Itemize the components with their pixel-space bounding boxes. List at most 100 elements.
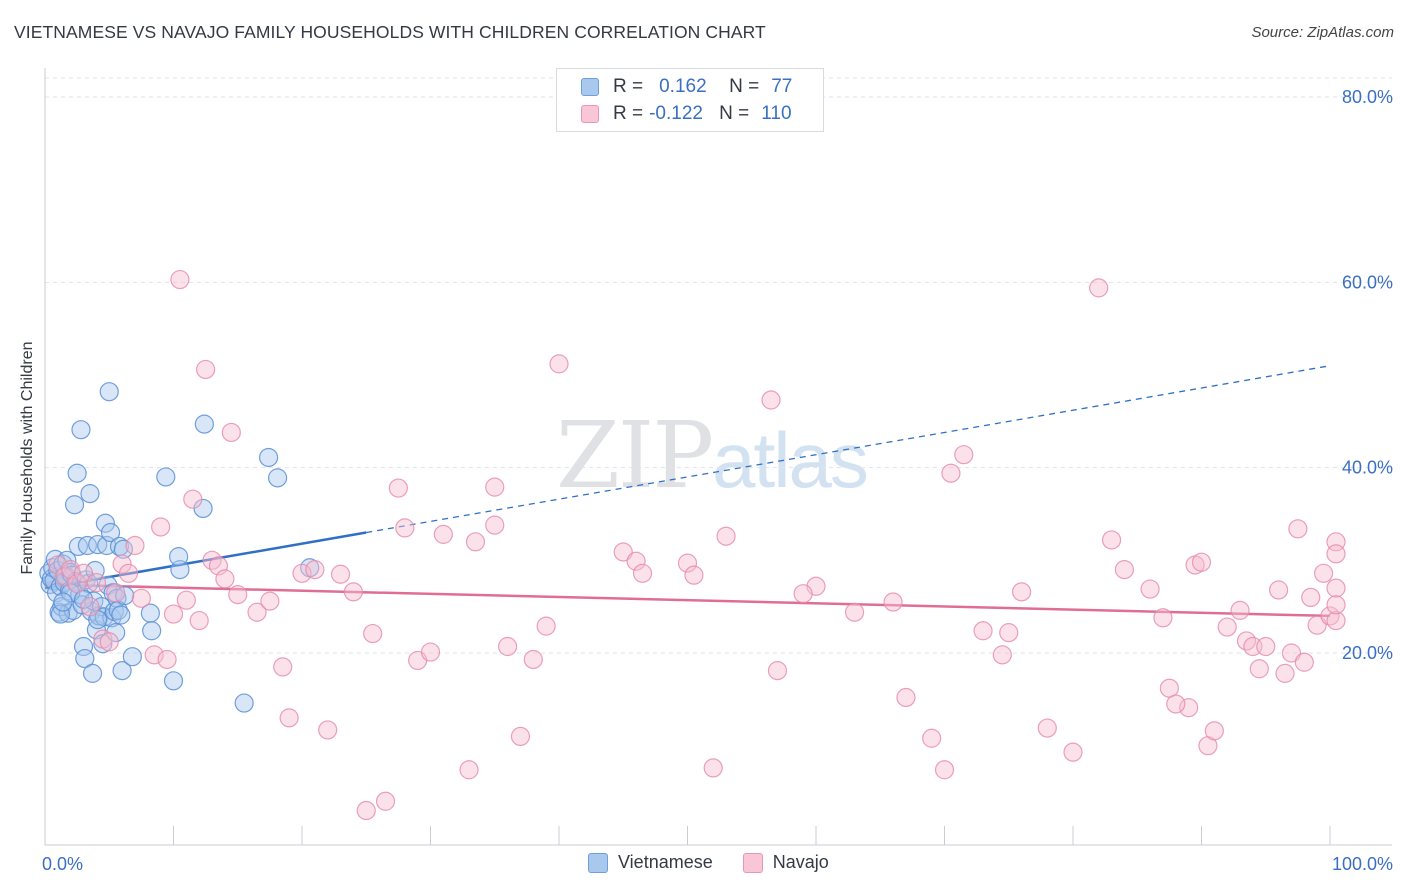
navajo-point: [793, 584, 813, 604]
legend-swatch-vietnamese: [581, 78, 599, 96]
vietnamese-point: [100, 522, 121, 543]
navajo-point: [992, 645, 1012, 665]
vietnamese-point: [258, 447, 279, 468]
navajo-point: [318, 720, 338, 740]
navajo-point: [677, 553, 698, 573]
vietnamese-points: [39, 382, 320, 713]
vietnamese-point: [194, 414, 214, 434]
navajo-point: [189, 610, 209, 631]
vietnamese-point: [80, 484, 100, 504]
vietnamese-point: [111, 605, 131, 625]
series-label-vietnamese: Vietnamese: [618, 852, 713, 872]
navajo-point: [1217, 617, 1237, 637]
navajo-point: [1281, 643, 1302, 663]
vietnamese-point: [57, 550, 77, 570]
navajo-point: [375, 791, 396, 811]
vietnamese-point: [112, 661, 132, 681]
navajo-point: [1275, 663, 1295, 683]
navajo-point: [1037, 718, 1057, 738]
navajo-point: [157, 649, 177, 670]
vietnamese-point: [169, 547, 189, 567]
vietnamese-point: [53, 592, 73, 612]
navajo-point: [196, 359, 216, 380]
navajo-point: [228, 585, 248, 605]
navajo-point: [1114, 559, 1135, 580]
vietnamese-point: [163, 671, 184, 691]
correlation-legend: R = 0.162 N = 77 R = -0.122 N = 110: [556, 68, 824, 132]
navajo-point: [363, 623, 383, 644]
series-legend-navajo: Navajo: [742, 852, 829, 873]
navajo-point: [1140, 579, 1160, 599]
navajo-point: [170, 269, 190, 290]
legend-row-vietnamese: R = 0.162 N = 77: [581, 75, 792, 99]
navajo-point: [292, 563, 312, 583]
navajo-point: [144, 645, 164, 665]
navajo-point: [260, 591, 280, 611]
vietnamese-point: [50, 604, 71, 624]
vietnamese-point: [113, 539, 133, 559]
navajo-point: [1288, 519, 1308, 539]
navajo-point: [1249, 659, 1269, 679]
navajo-point: [112, 554, 132, 574]
vietnamese-trend-projection: [366, 365, 1331, 534]
vietnamese-point: [58, 603, 78, 623]
vietnamese-point: [71, 420, 91, 440]
legend-n-value: 110: [761, 103, 792, 124]
legend-n-label: N =: [719, 103, 750, 124]
navajo-point: [221, 422, 241, 443]
vietnamese-point: [93, 634, 113, 654]
navajo-point: [459, 760, 479, 780]
vietnamese-point: [122, 647, 142, 667]
navajo-point: [684, 565, 704, 585]
navajo-point: [99, 632, 119, 652]
navajo-point: [1294, 652, 1314, 672]
navajo-point: [279, 708, 299, 728]
navajo-point: [703, 758, 723, 778]
navajo-point: [125, 535, 145, 556]
navajo-point: [1301, 587, 1321, 608]
vietnamese-point: [77, 535, 98, 556]
navajo-point: [973, 621, 993, 641]
vietnamese-point: [82, 663, 103, 683]
navajo-point: [510, 726, 531, 747]
navajo-point: [1204, 721, 1224, 741]
navajo-point: [215, 569, 235, 589]
navajo-point: [485, 477, 505, 497]
navajo-point: [420, 642, 441, 662]
navajo-point: [954, 445, 974, 465]
vietnamese-point: [234, 693, 254, 713]
navajo-point: [1063, 742, 1083, 762]
navajo-point: [1191, 552, 1212, 572]
navajo-point: [883, 592, 903, 612]
y-tick-label: 40.0%: [1342, 458, 1393, 478]
navajo-point: [67, 573, 87, 594]
vietnamese-point: [156, 467, 176, 487]
navajo-point: [176, 590, 196, 610]
navajo-point: [106, 583, 126, 603]
navajo-point: [1166, 694, 1186, 714]
navajo-points: [48, 269, 1346, 821]
series-swatch-vietnamese: [588, 852, 608, 873]
navajo-point: [388, 478, 408, 498]
y-tick-label: 20.0%: [1342, 643, 1393, 663]
x-tick-label: 0.0%: [42, 854, 83, 874]
navajo-point: [716, 526, 736, 546]
navajo-point: [1326, 578, 1346, 598]
navajo-point: [536, 616, 556, 636]
navajo-point: [73, 563, 94, 583]
navajo-point: [922, 728, 942, 748]
vietnamese-point: [267, 468, 288, 488]
navajo-point: [1256, 636, 1276, 657]
navajo-point: [523, 649, 543, 670]
navajo-point: [465, 532, 486, 552]
legend-r-value: -0.122: [649, 103, 703, 124]
navajo-point: [1179, 698, 1199, 718]
legend-swatch-navajo: [581, 105, 599, 123]
navajo-point: [1101, 530, 1122, 550]
vietnamese-point: [99, 382, 119, 402]
navajo-point: [934, 760, 955, 780]
axes: [44, 68, 1392, 846]
navajo-point: [1011, 582, 1032, 602]
navajo-point: [305, 559, 325, 580]
navajo-point: [844, 602, 865, 622]
